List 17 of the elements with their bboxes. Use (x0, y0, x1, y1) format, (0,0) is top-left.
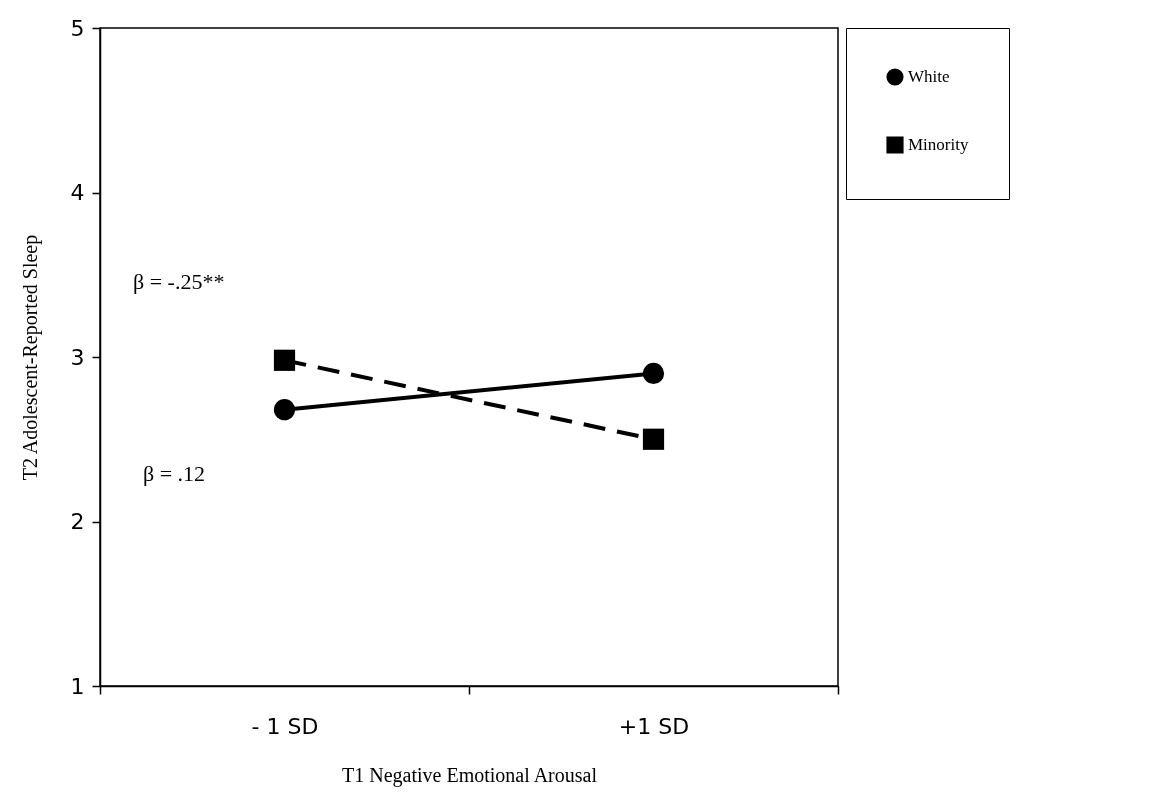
y-tick-label: 3 (70, 344, 85, 370)
y-tick-label: 5 (70, 15, 85, 41)
x-tick-label: +1 SD (618, 713, 690, 739)
y-axis-title: T2 Adolescent-Reported Sleep (18, 234, 42, 481)
legend-label: Minority (908, 135, 969, 154)
x-tick-label: - 1 SD (251, 713, 319, 739)
y-tick-label: 1 (70, 673, 85, 699)
annotation: β = .12 (143, 461, 206, 486)
point (273, 349, 296, 371)
y-tick-label: 4 (70, 180, 85, 205)
y-tick-label: 2 (70, 509, 85, 534)
point (642, 362, 665, 385)
legend-label: White (908, 67, 950, 86)
x-axis-title: T1 Negative Emotional Arousal (342, 763, 598, 787)
point (273, 399, 296, 421)
annotation: β = -.25** (133, 269, 225, 294)
point (642, 428, 665, 450)
